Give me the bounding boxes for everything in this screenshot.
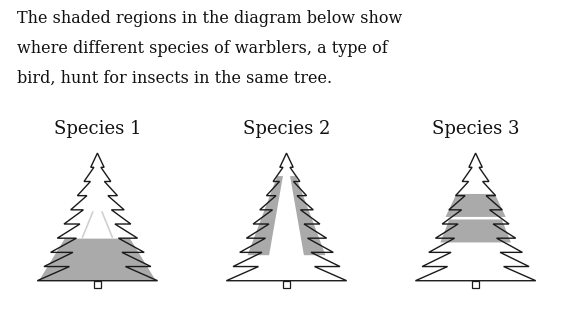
Text: where different species of warblers, a type of: where different species of warblers, a t… [17,40,388,57]
Polygon shape [415,153,536,281]
Text: Species 3: Species 3 [432,120,519,138]
Polygon shape [226,153,347,281]
Text: bird, hunt for insects in the same tree.: bird, hunt for insects in the same tree. [17,70,332,87]
Polygon shape [37,153,158,281]
Polygon shape [269,156,304,258]
Text: Species 2: Species 2 [243,120,330,138]
Text: Species 1: Species 1 [54,120,141,138]
Polygon shape [248,176,325,255]
Polygon shape [446,194,505,217]
Polygon shape [440,219,511,242]
Bar [283,281,290,288]
Text: The shaded regions in the diagram below show: The shaded regions in the diagram below … [17,10,402,26]
Polygon shape [39,239,156,281]
Bar [94,281,101,288]
Bar [473,281,479,288]
